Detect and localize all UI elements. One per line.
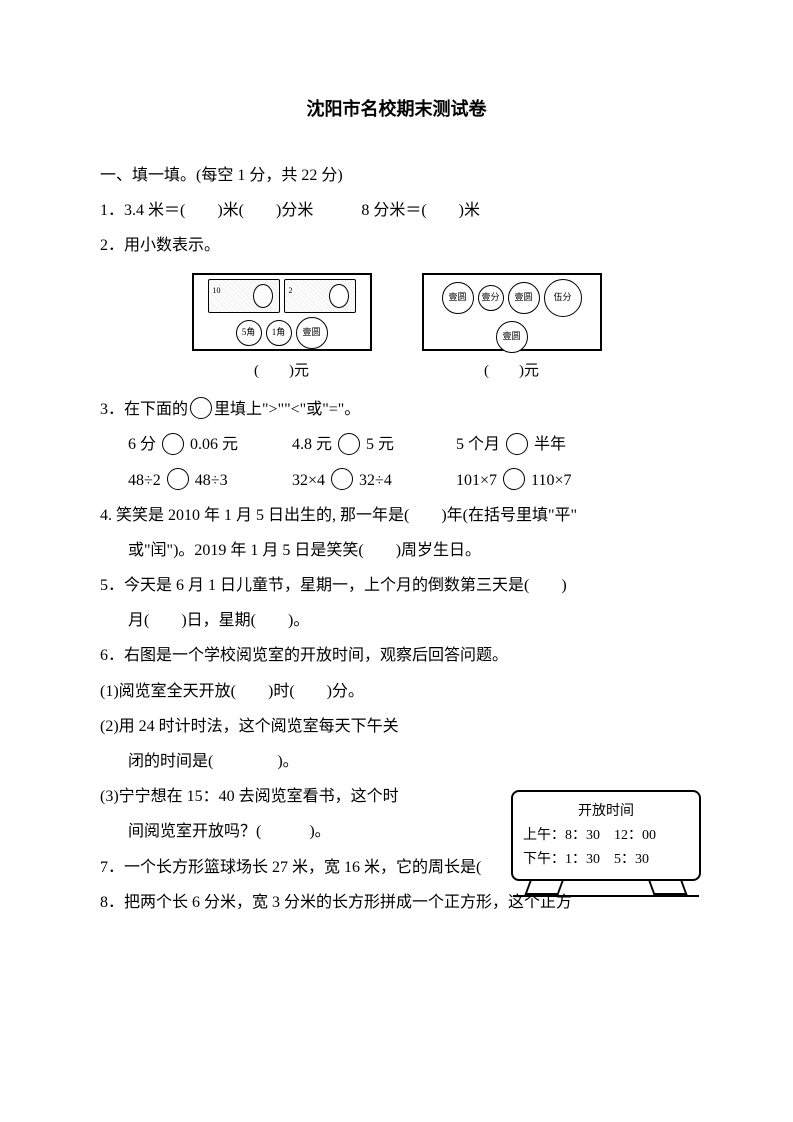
bill-10-icon: 10: [208, 279, 280, 313]
opening-hours-sign: 开放时间 上午：8：30 12：00 下午：1：30 5：30: [511, 790, 701, 897]
circle-icon: [503, 468, 525, 490]
q6-3-block: (3)宁宁想在 15：40 去阅览室看书，这个时 间阅览室开放吗？( )。: [100, 779, 470, 849]
q3r2c: 32×4: [292, 472, 325, 489]
coin-1f-icon: 壹分: [478, 285, 504, 311]
q6-2-block: (2)用 24 时计时法，这个阅览室每天下午关 闭的时间是( )。: [100, 709, 470, 779]
sign-line2: 下午：1：30 5：30: [523, 848, 689, 872]
sign-base-icon: [513, 895, 699, 897]
q4-b: 或"闰")。2019 年 1 月 5 日是笑笑( )周岁生日。: [100, 533, 693, 568]
circle-icon: [190, 397, 212, 419]
circle-icon: [167, 468, 189, 490]
q3r2d: 32÷4: [359, 472, 392, 489]
coin-5j-icon: 5角: [236, 320, 262, 346]
bill-2-icon: 2: [284, 279, 356, 313]
q3-intro: 3．在下面的 里填上">""<"或"="。: [100, 392, 693, 427]
section-heading: 一、填一填。(每空 1 分，共 22 分): [100, 158, 693, 193]
q6-intro: 6．右图是一个学校阅览室的开放时间，观察后回答问题。: [100, 638, 693, 673]
bill-2-label: 2: [289, 282, 293, 300]
q3r1f: 半年: [534, 436, 566, 453]
circle-icon: [506, 433, 528, 455]
bill-10-label: 10: [213, 282, 221, 300]
q6-2b: 闭的时间是( )。: [100, 744, 470, 779]
q5-a: 5．今天是 6 月 1 日儿童节，星期一，上个月的倒数第三天是( ): [100, 568, 693, 603]
q3-row1: 6 分 0.06 元 4.8 元 5 元 5 个月 半年: [100, 427, 693, 462]
q3-intro-b: 里填上">""<"或"="。: [214, 401, 360, 418]
money-frame-right: 壹圆 壹分 壹圆 伍分 壹圆: [422, 273, 602, 351]
coin-1y4-icon: 壹圆: [496, 321, 528, 353]
q2-right-box: 壹圆 壹分 壹圆 伍分 壹圆 ( )元: [422, 273, 602, 388]
sign-legs-icon: [511, 881, 701, 895]
q2-images: 10 2 5角 1角 壹圆 ( )元 壹圆 壹分 壹圆 伍分 壹圆: [100, 273, 693, 388]
q6-3b: 间阅览室开放吗？( )。: [100, 814, 470, 849]
sign-panel: 开放时间 上午：8：30 12：00 下午：1：30 5：30: [511, 790, 701, 881]
q3r1a: 6 分: [128, 436, 156, 453]
q2-right-caption: ( )元: [422, 355, 602, 388]
circle-icon: [162, 433, 184, 455]
q3r1d: 5 元: [366, 436, 394, 453]
q3r1e: 5 个月: [456, 436, 500, 453]
coin-5f-icon: 伍分: [544, 279, 582, 317]
q2-left-box: 10 2 5角 1角 壹圆 ( )元: [192, 273, 372, 388]
q2-left-caption: ( )元: [192, 355, 372, 388]
q3r1b: 0.06 元: [190, 436, 238, 453]
q6-1: (1)阅览室全天开放( )时( )分。: [100, 674, 693, 709]
q5-b: 月( )日，星期( )。: [100, 603, 693, 638]
q3-intro-a: 3．在下面的: [100, 401, 188, 418]
q6-3a: (3)宁宁想在 15：40 去阅览室看书，这个时: [100, 779, 470, 814]
coin-1y-icon: 壹圆: [296, 317, 328, 349]
sign-line1: 上午：8：30 12：00: [523, 824, 689, 848]
q3r1c: 4.8 元: [292, 436, 332, 453]
q6-2a: (2)用 24 时计时法，这个阅览室每天下午关: [100, 709, 470, 744]
sign-title: 开放时间: [523, 800, 689, 824]
page-title: 沈阳市名校期末测试卷: [100, 90, 693, 130]
q3r2b: 48÷3: [195, 472, 228, 489]
coin-1y2-icon: 壹圆: [442, 282, 474, 314]
q1: 1．3.4 米＝( )米( )分米 8 分米＝( )米: [100, 193, 693, 228]
coin-1j-icon: 1角: [266, 320, 292, 346]
q3r2e: 101×7: [456, 472, 497, 489]
q3r2a: 48÷2: [128, 472, 161, 489]
coin-1y3-icon: 壹圆: [508, 282, 540, 314]
q2: 2．用小数表示。: [100, 228, 693, 263]
page: 沈阳市名校期末测试卷 一、填一填。(每空 1 分，共 22 分) 1．3.4 米…: [0, 0, 793, 1122]
circle-icon: [338, 433, 360, 455]
q3r2f: 110×7: [531, 472, 571, 489]
q3-row2: 48÷2 48÷3 32×4 32÷4 101×7 110×7: [100, 463, 693, 498]
q4-a: 4. 笑笑是 2010 年 1 月 5 日出生的, 那一年是( )年(在括号里填…: [100, 498, 693, 533]
money-frame-left: 10 2 5角 1角 壹圆: [192, 273, 372, 351]
circle-icon: [331, 468, 353, 490]
